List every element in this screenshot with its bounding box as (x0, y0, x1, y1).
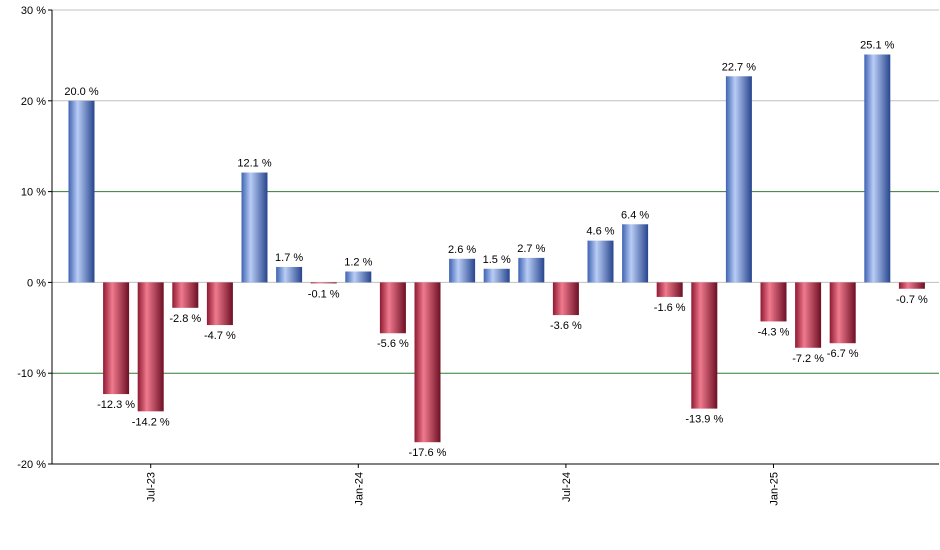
gridlines (52, 9, 939, 283)
bars (68, 54, 925, 443)
bar (241, 172, 268, 283)
y-tick-label: 0 % (27, 277, 46, 289)
x-tick-label: Jan-25 (769, 472, 781, 506)
bar (829, 282, 856, 344)
bar (276, 266, 303, 283)
bar (206, 282, 233, 326)
bar (552, 282, 579, 316)
y-tick-label: -10 % (17, 368, 46, 380)
bar (345, 271, 372, 283)
bar (172, 282, 199, 308)
y-tick-label: 20 % (21, 96, 46, 108)
data-label: 1.2 % (344, 257, 372, 269)
data-label: 2.6 % (448, 244, 476, 256)
bar (795, 282, 822, 348)
data-label: -17.6 % (409, 447, 447, 459)
data-label: 25.1 % (860, 39, 894, 51)
data-label: 20.0 % (64, 86, 98, 98)
bar (587, 240, 614, 283)
y-tick-label: 10 % (21, 187, 46, 199)
data-label: 4.6 % (586, 226, 614, 238)
data-label: -7.2 % (792, 353, 824, 365)
bar (68, 100, 95, 283)
x-tick-label: Jul-23 (146, 472, 158, 502)
x-tick-label: Jan-24 (353, 472, 365, 506)
bar (103, 282, 130, 395)
data-label: -5.6 % (377, 338, 409, 350)
data-label: 6.4 % (621, 209, 649, 221)
data-label: -2.8 % (169, 313, 201, 325)
data-label: -6.7 % (827, 348, 859, 360)
data-labels: 20.0 % -12.3 % -14.2 % -2.8 %-4.7 % 12.1 % 1.… (64, 39, 928, 459)
bar (310, 282, 337, 284)
bar (137, 282, 164, 412)
x-tick-label: Jul-24 (561, 472, 573, 502)
data-label: -4.3 % (758, 326, 790, 338)
data-label: 1.5 % (483, 254, 511, 266)
data-label: -13.9 % (685, 414, 723, 426)
data-label: -1.6 % (654, 302, 686, 314)
data-label: 22.7 % (722, 61, 756, 73)
bar (898, 282, 925, 289)
bar (483, 268, 510, 283)
data-label: -0.1 % (308, 288, 340, 300)
bar (691, 282, 718, 409)
data-label: 1.7 % (275, 252, 303, 264)
bar (760, 282, 787, 322)
data-label: 12.1 % (237, 158, 271, 170)
bar (622, 224, 649, 283)
bar (414, 282, 441, 443)
y-tick-label: -20 % (17, 459, 46, 471)
bar (864, 54, 891, 283)
reference-lines (52, 191, 939, 374)
y-tick-label: 30 % (21, 5, 46, 17)
data-label: -4.7 % (204, 330, 236, 342)
bar (379, 282, 406, 334)
bar (449, 258, 476, 283)
data-label: -3.6 % (550, 320, 582, 332)
axes: -20 % -10 % 0 % 10 % 20 % 30 % Jul-23 Jan-24 Jul… (17, 5, 939, 506)
data-label: -0.7 % (896, 294, 928, 306)
data-label: -12.3 % (97, 399, 135, 411)
bar (518, 257, 545, 283)
bar (656, 282, 683, 297)
data-label: 2.7 % (517, 243, 545, 255)
data-label: -14.2 % (132, 416, 170, 428)
bar (725, 76, 752, 283)
